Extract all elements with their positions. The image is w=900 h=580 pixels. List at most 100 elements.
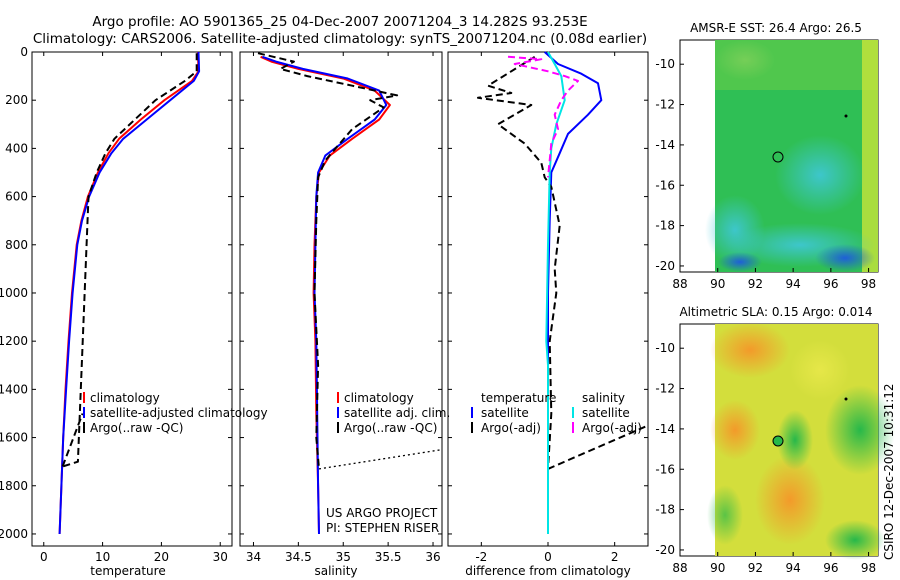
x-tick-label: 30 <box>213 550 228 564</box>
map-y-tick-label: -18 <box>655 503 675 517</box>
map-x-tick-label: 88 <box>672 277 687 291</box>
sla-map-high-patch-nw <box>710 322 790 378</box>
x-tick-label: 35 <box>336 550 351 564</box>
sla-argo-marker <box>772 435 784 447</box>
sst-map-cold-patch-se <box>815 244 875 272</box>
legend-temp-satellite: satellite <box>481 406 529 420</box>
map-y-tick-label: -10 <box>655 341 675 355</box>
map-y-tick-label: -12 <box>655 382 675 396</box>
map-y-tick-label: -12 <box>655 98 675 112</box>
y-tick-label: 400 <box>5 141 28 155</box>
x-tick-label: 34.5 <box>285 550 312 564</box>
series-line-argo-outlier-segment <box>318 448 443 470</box>
legend-satellite-adj: satellite adj. clim. <box>344 406 450 420</box>
legend-climatology: climatology <box>344 391 414 405</box>
y-tick-label: 1600 <box>0 431 28 445</box>
map-x-tick-label: 92 <box>748 561 763 575</box>
pi-annotation: PI: STEPHEN RISER <box>326 521 439 535</box>
y-tick-label: 1000 <box>0 286 28 300</box>
project-annotation: US ARGO PROJECT <box>326 506 438 520</box>
temperature-legend: climatology satellite-adjusted climatolo… <box>83 391 268 435</box>
map-x-tick-label: 98 <box>861 277 876 291</box>
y-tick-label: 200 <box>5 93 28 107</box>
map-y-tick-label: -16 <box>655 178 675 192</box>
sla-map-field <box>707 322 895 560</box>
x-tick-label: 35.5 <box>375 550 402 564</box>
series-line-argo-raw-qc- <box>62 53 198 468</box>
figure-title-line1: Argo profile: AO 5901365_25 04-Dec-2007 … <box>92 14 587 30</box>
sst-map-east-yellow <box>862 40 878 272</box>
y-tick-label: 600 <box>5 190 28 204</box>
map-y-tick-label: -16 <box>655 462 675 476</box>
map-x-tick-label: 94 <box>786 277 801 291</box>
difference-legend: temperature satellite Argo(-adj) salinit… <box>471 391 642 435</box>
x-tick-label: 36 <box>425 550 440 564</box>
map-x-tick-label: 88 <box>672 561 687 575</box>
legend-temperature-heading: temperature <box>481 391 556 405</box>
map-y-tick-label: -10 <box>655 57 675 71</box>
difference-series <box>477 51 649 534</box>
map-x-tick-label: 96 <box>823 277 838 291</box>
sst-map-dot <box>844 114 848 118</box>
x-tick-label: 20 <box>154 550 169 564</box>
series-line-argo-raw-qc- <box>257 52 399 469</box>
series-line-satellite-adj-clim- <box>262 55 388 535</box>
series-line-argo-outlier-segment <box>61 413 84 467</box>
salinity-series <box>257 52 443 535</box>
legend-climatology: climatology <box>90 391 160 405</box>
legend-salinity-heading: salinity <box>582 391 625 405</box>
sla-map-mid-patch <box>790 340 850 400</box>
x-tick-label: 0 <box>40 550 48 564</box>
sla-map-ticks: 88 90 92 94 96 98 -10 -12 -14 -16 -18 -20 <box>655 341 876 575</box>
legend-argo: Argo(..raw -QC) <box>90 421 183 435</box>
x-tick-label: 2 <box>611 550 619 564</box>
salinity-axis-ticks: 34 34.5 35 35.5 36 <box>246 52 441 564</box>
legend-sal-argo: Argo(-adj) <box>582 421 642 435</box>
figure-title-line2: Climatology: CARS2006. Satellite-adjuste… <box>33 31 647 47</box>
sla-map-title: Altimetric SLA: 0.15 Argo: 0.014 <box>679 305 872 319</box>
map-x-tick-label: 90 <box>710 277 725 291</box>
sst-map-warm-patch <box>715 40 775 80</box>
sla-map-low-patch-west <box>707 485 743 545</box>
x-tick-label: 0 <box>544 550 552 564</box>
temperature-plot-frame <box>31 51 233 547</box>
sst-map-cool-patch-mid <box>775 135 865 215</box>
credit-stamp: CSIRO 12-Dec-2007 10:31:12 <box>882 383 896 560</box>
map-x-tick-label: 98 <box>861 561 876 575</box>
legend-temp-argo: Argo(-adj) <box>481 421 541 435</box>
map-x-tick-label: 90 <box>710 561 725 575</box>
sla-map-high-patch-w <box>710 400 760 460</box>
sst-map-ticks: 88 90 92 94 96 98 -10 -12 -14 -16 -18 -20 <box>655 57 876 291</box>
y-tick-label: 0 <box>20 45 28 59</box>
temperature-xlabel: temperature <box>90 564 165 578</box>
legend-sal-satellite: satellite <box>582 406 630 420</box>
map-y-tick-label: -14 <box>655 422 675 436</box>
legend-argo: Argo(..raw -QC) <box>344 421 437 435</box>
x-tick-label: -2 <box>475 550 487 564</box>
series-line-temperature-argo-adj- <box>477 55 561 469</box>
y-tick-label: 1200 <box>0 334 28 348</box>
map-x-tick-label: 92 <box>748 277 763 291</box>
sla-map-high-patch-s <box>755 455 825 545</box>
temperature-axis-ticks: 0 10 20 30 <box>40 52 228 564</box>
sst-map-cold-patch-sw <box>718 252 762 272</box>
series-line-salinity-argo-adj- <box>507 55 579 178</box>
temperature-series <box>58 51 201 535</box>
map-y-tick-label: -14 <box>655 138 675 152</box>
map-y-tick-label: -18 <box>655 219 675 233</box>
difference-xlabel: difference from climatology <box>465 564 631 578</box>
sla-map-low-patch-east <box>825 385 895 475</box>
depth-axis-ticks: 0 200 400 600 800 1000 1200 1400 1600 1800 2000 <box>0 45 648 541</box>
sst-argo-marker <box>772 151 784 163</box>
salinity-plot-frame <box>239 51 443 547</box>
sla-map-low-patch-center <box>777 410 813 470</box>
map-x-tick-label: 96 <box>823 561 838 575</box>
map-x-tick-label: 94 <box>786 561 801 575</box>
sla-map-low-patch-south <box>825 520 885 560</box>
y-tick-label: 800 <box>5 238 28 252</box>
series-line-temperature-argo-outlier <box>547 424 649 470</box>
y-tick-label: 1400 <box>0 382 28 396</box>
x-tick-label: 34 <box>246 550 261 564</box>
legend-satellite-adjusted: satellite-adjusted climatology <box>90 406 268 420</box>
